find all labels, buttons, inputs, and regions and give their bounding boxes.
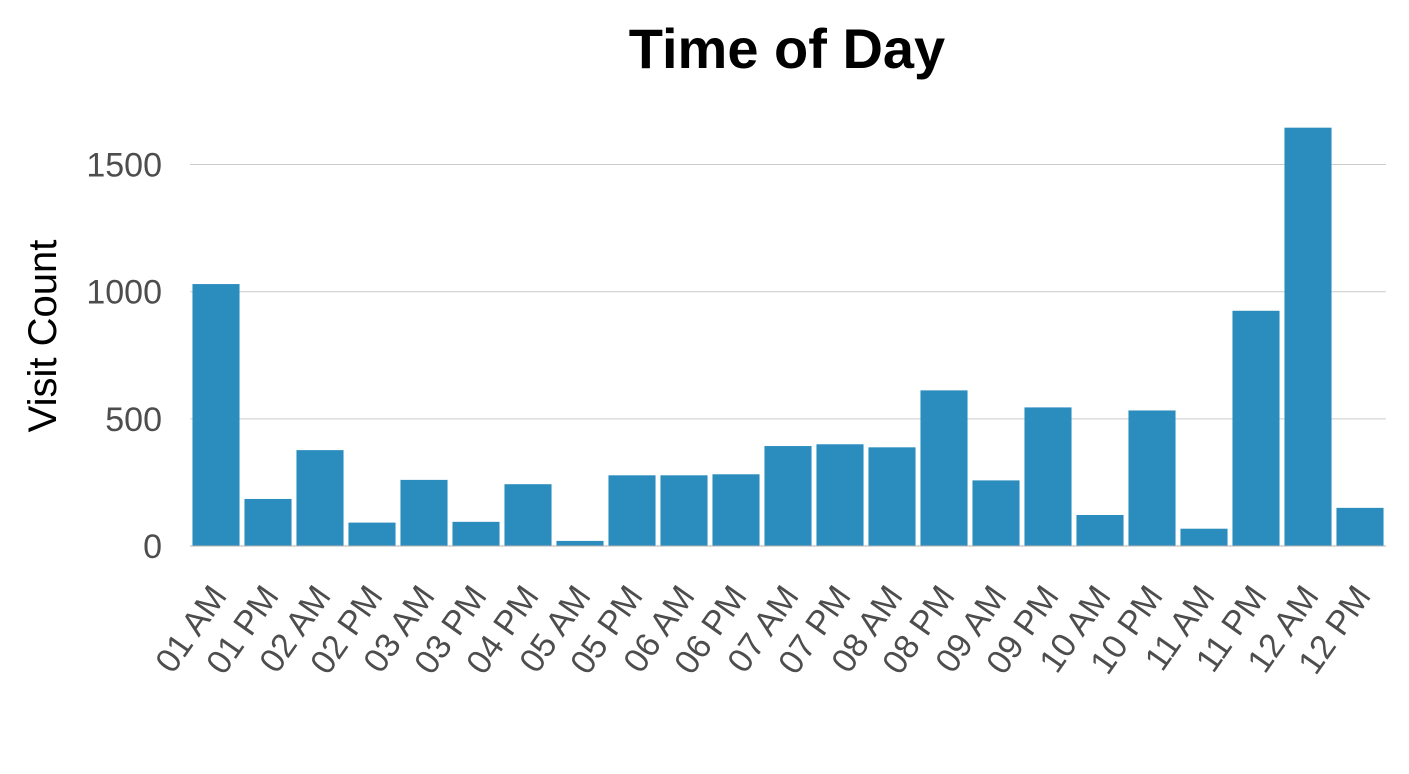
bar <box>712 474 760 546</box>
y-axis-title: Visit Count <box>21 240 65 433</box>
bar <box>1128 410 1176 546</box>
bar <box>972 480 1020 546</box>
y-tick-label: 0 <box>143 528 162 566</box>
bar <box>1232 310 1280 546</box>
bar <box>920 390 968 546</box>
bar <box>296 450 344 546</box>
bar <box>1076 514 1124 546</box>
bar <box>1336 507 1384 546</box>
bars <box>192 127 1384 546</box>
bar <box>244 498 292 546</box>
bar <box>608 475 656 546</box>
bar <box>192 284 240 546</box>
bar <box>400 479 448 546</box>
bar <box>660 475 708 546</box>
bar <box>452 521 500 546</box>
bar <box>1024 407 1072 546</box>
y-tick-label: 1500 <box>86 147 162 185</box>
y-tick-label: 1000 <box>86 274 162 312</box>
bar <box>868 447 916 546</box>
chart-title: Time of Day <box>629 17 945 80</box>
bar <box>556 540 604 546</box>
gridlines <box>190 164 1386 420</box>
y-tick-label: 500 <box>105 401 162 439</box>
bar <box>1284 127 1332 546</box>
bar <box>816 444 864 546</box>
bar <box>1180 528 1228 546</box>
bar <box>504 484 552 546</box>
bar <box>348 522 396 546</box>
y-axis: 0 500 1000 1500 <box>86 147 162 566</box>
bar <box>764 446 812 546</box>
